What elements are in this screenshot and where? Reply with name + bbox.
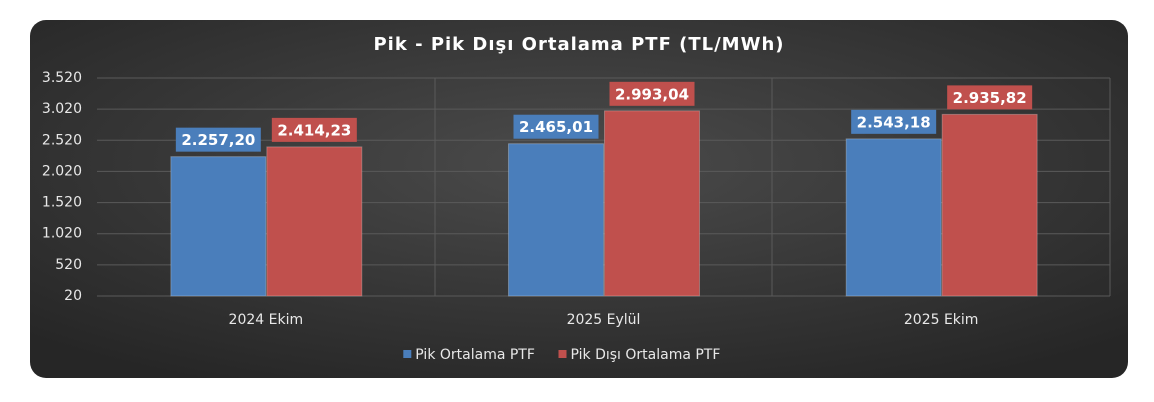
legend-label: Pik Ortalama PTF xyxy=(415,347,535,363)
y-tick-label: 3.020 xyxy=(42,101,82,117)
legend-swatch xyxy=(403,350,412,358)
y-tick-label: 2.020 xyxy=(42,163,82,179)
y-tick-label: 1.020 xyxy=(42,226,82,242)
bar xyxy=(170,156,267,297)
y-tick-label: 1.520 xyxy=(42,195,82,211)
x-tick-label: 2025 Ekim xyxy=(904,312,979,328)
value-label-box xyxy=(513,114,599,139)
x-tick-label: 2025 Eylül xyxy=(567,312,641,328)
chart-title: Pik - Pik Dışı Ortalama PTF (TL/MWh) xyxy=(373,34,784,55)
value-label-box xyxy=(851,109,937,134)
value-label: 2.543,18 xyxy=(857,113,931,131)
value-label: 2.257,20 xyxy=(181,131,255,149)
bar xyxy=(266,146,363,297)
bar xyxy=(508,143,604,297)
value-label: 2.414,23 xyxy=(277,121,351,139)
value-label-box xyxy=(947,85,1033,110)
bar xyxy=(941,113,1038,297)
y-tick-label: 20 xyxy=(64,288,82,304)
value-label: 2.993,04 xyxy=(615,85,689,103)
y-tick-label: 2.520 xyxy=(42,132,82,148)
legend-swatch xyxy=(558,350,567,358)
value-label-box xyxy=(175,127,261,152)
value-label-box xyxy=(271,117,357,142)
bar xyxy=(604,110,700,297)
y-tick-label: 3.520 xyxy=(42,70,82,86)
value-label: 2.465,01 xyxy=(519,118,593,136)
value-label-box xyxy=(609,81,695,106)
bar xyxy=(845,138,942,297)
value-label: 2.935,82 xyxy=(953,89,1027,107)
legend-label: Pik Dışı Ortalama PTF xyxy=(571,347,721,363)
y-tick-label: 520 xyxy=(55,257,82,273)
x-tick-label: 2024 Ekim xyxy=(229,312,304,328)
